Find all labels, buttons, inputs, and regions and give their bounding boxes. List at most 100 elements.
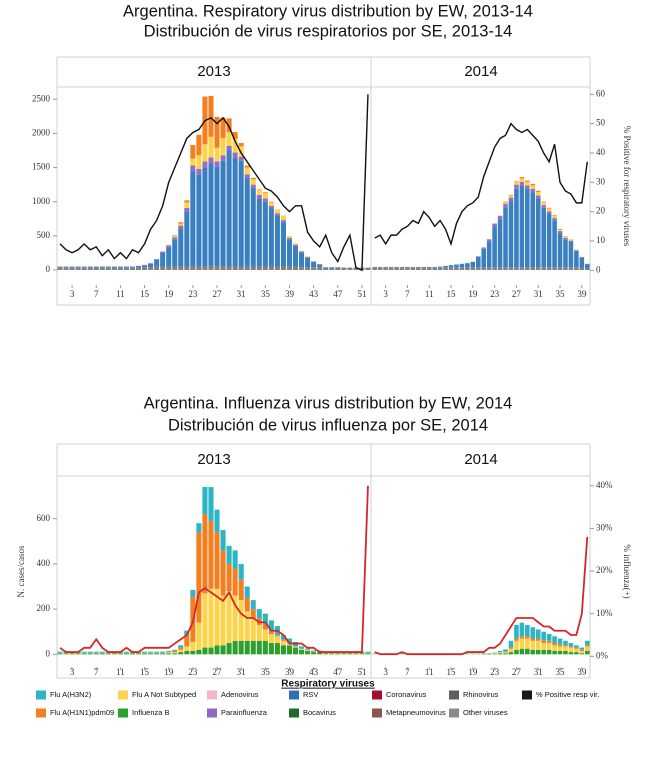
bar-segment [426,267,432,270]
legend-label: RSV [303,690,318,699]
bar-segment [172,239,178,267]
bar-segment [178,225,184,230]
bar-segment [372,267,378,270]
bar-segment [299,251,305,253]
bar-segment [535,198,541,268]
bar-segment [166,650,172,653]
bar-segment [250,600,256,610]
bar-segment [470,267,476,270]
bar-segment [470,261,476,268]
bar-segment [160,252,166,267]
bar-segment [135,265,142,268]
bar-segment [154,259,160,260]
bar-segment [184,211,190,267]
bar-segment [546,207,552,209]
bar-segment [123,653,129,655]
bar-segment [178,647,184,650]
bar-segment [574,645,579,648]
y2-tick-label: 0% [596,650,609,660]
bar-segment [552,220,557,268]
bar-segment [250,609,256,619]
bar-segment [190,641,196,651]
bar-segment [584,268,590,270]
bar-segment [81,651,87,653]
bar-segment [552,643,557,646]
bar-segment [274,209,280,214]
bar-segment [292,243,299,245]
bar-segment [503,652,508,654]
bar-segment [129,266,136,268]
bar-segment [546,208,552,212]
bar-segment [99,653,105,655]
bar-segment [557,229,563,232]
y-tick-label: 2000 [32,127,51,137]
bar-segment [557,267,563,270]
bar-segment [497,653,503,655]
bar-segment [250,188,256,267]
legend-title: Respiratory viruses [281,679,375,690]
bar-segment [268,620,274,632]
x-tick-label: 7 [94,289,99,299]
bar-segment [579,257,585,268]
bar-segment [262,198,268,202]
bar-segment [574,648,579,653]
bar-segment [359,653,365,655]
bar-segment [454,267,459,270]
bar-segment [292,246,299,267]
bar-segment [226,132,232,146]
x-tick-label: 27 [512,667,522,677]
bar-segment [232,568,238,596]
bar-segment [584,646,590,651]
chart-title: Argentina. Respiratory virus distributio… [123,2,533,20]
bar-segment [552,650,557,655]
bar-segment [220,595,226,646]
bar-segment [238,142,244,147]
bar-segment [256,609,262,619]
line-series [59,94,369,272]
bar-segment [454,264,459,268]
bar-segment [568,643,574,647]
bar-segment [268,643,274,655]
bar-segment [244,640,250,655]
bar-segment [196,174,202,267]
bar-segment [178,652,184,655]
chart-subtitle: Distribución de virus respiratorios por … [144,22,513,40]
bar-segment [202,167,208,267]
bar-segment [514,638,519,641]
bar-segment [514,640,519,650]
bar-segment [584,640,590,646]
bar-segment [148,653,154,655]
x-tick-label: 39 [285,667,295,677]
bar-segment [262,624,268,630]
bar-segment [305,648,311,650]
bar-segment [256,624,262,641]
bar-segment [69,653,75,655]
bar-segment [514,267,519,270]
bar-segment [503,201,508,203]
bar-segment [508,197,514,202]
bar-segment [530,649,536,655]
bar-segment [214,117,220,148]
bar-segment [57,267,63,270]
bar-segment [256,194,262,199]
y2-tick-label: 10% [596,608,613,618]
bar-segment [514,188,519,268]
bar-segment [546,211,552,214]
bar-segment [196,622,202,650]
bar-segment [541,643,546,650]
bar-segment [421,267,427,270]
bar-segment [541,631,546,641]
legend-label: Bocavirus [303,708,336,717]
bar-segment [148,651,154,653]
bar-segment [166,266,172,270]
bar-segment [486,241,492,268]
legend-swatch [289,708,299,718]
x-tick-label: 7 [405,667,410,677]
x-tick-label: 39 [577,667,587,677]
bar-segment [568,647,574,653]
bar-segment [214,147,220,162]
bar-segment [166,245,172,248]
bar-segment [519,178,525,182]
bar-segment [519,638,525,649]
y2-tick-label: 60 [596,88,606,98]
